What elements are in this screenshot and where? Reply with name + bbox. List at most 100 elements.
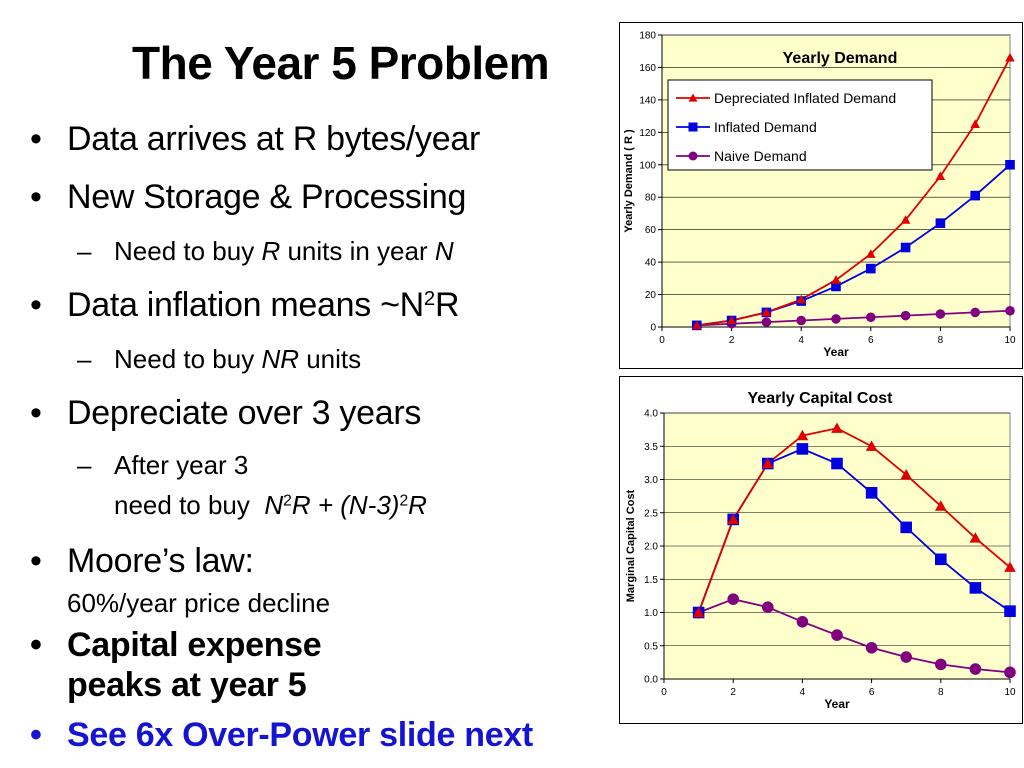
data-point <box>865 487 878 499</box>
y-tick-label: 160 <box>639 63 656 74</box>
data-point <box>726 315 737 325</box>
y-tick-label: 60 <box>645 225 657 236</box>
x-tick-label: 8 <box>938 687 944 698</box>
yearly-capital-cost-chart: 0.0 0.5 1.0 1.5 2.0 2.5 3.0 3.5 4.0 0 2 4 6 8 10 Year Ma… <box>619 376 1023 724</box>
y-tick-label: 20 <box>645 290 657 301</box>
legend-label: Depreciated Inflated Demand <box>714 90 896 106</box>
bullet-dot: • <box>30 286 42 324</box>
y-axis-label: Yearly Demand ( R ) <box>623 129 635 233</box>
data-point <box>865 641 878 654</box>
y-tick-label: 3.0 <box>644 475 658 486</box>
data-point <box>831 422 843 433</box>
y-tick-label: 180 <box>639 31 656 42</box>
data-point <box>796 294 806 304</box>
yearly-capital-cost-svg: 0.0 0.5 1.0 1.5 2.0 2.5 3.0 3.5 4.0 0 2 4 6 8 10 Year Ma… <box>625 390 1016 711</box>
data-point <box>900 242 911 253</box>
bullet-dot: • <box>30 542 42 580</box>
moores-law-detail: 60%/year price decline <box>67 588 331 618</box>
x-tick-label: 0 <box>659 335 665 346</box>
bullet-dash: – <box>77 236 92 266</box>
data-point <box>969 532 982 543</box>
x-tick-label: 10 <box>1004 335 1016 346</box>
data-point <box>831 629 843 641</box>
y-tick-label: 2.0 <box>644 542 658 553</box>
slide-title: The Year 5 Problem <box>132 37 550 89</box>
data-point <box>796 616 809 628</box>
bullet-dot: • <box>30 178 42 216</box>
y-tick-label: 2.5 <box>644 508 658 519</box>
data-point <box>1005 305 1015 316</box>
data-point <box>1004 605 1016 617</box>
legend-label: Naive Demand <box>714 148 807 164</box>
y-tick-label: 80 <box>645 193 657 204</box>
data-point <box>970 307 980 318</box>
data-point <box>866 249 876 258</box>
data-point <box>935 309 946 319</box>
data-point <box>692 320 702 330</box>
y-tick-label: 1.0 <box>644 608 658 619</box>
data-point <box>796 315 806 326</box>
yearly-demand-svg: 0 20 40 60 80 100 120 140 160 180 0 2 4 6 8 10 Year Yearl… <box>623 31 1016 360</box>
bullet-dash: – <box>77 450 92 480</box>
y-tick-label: 0.5 <box>644 641 658 652</box>
x-tick-label: 2 <box>729 335 735 346</box>
data-point <box>796 443 809 455</box>
x-tick-label: 4 <box>800 687 806 698</box>
chart-title: Yearly Demand <box>783 50 898 67</box>
bullet-dot: • <box>30 626 42 664</box>
x-tick-label: 2 <box>730 687 736 698</box>
data-point <box>761 307 772 317</box>
data-point <box>866 263 876 274</box>
legend-swatch-marker <box>688 93 698 102</box>
data-point <box>970 119 980 129</box>
data-point <box>796 429 809 441</box>
bullet-dot: • <box>30 394 42 432</box>
series-line <box>698 598 1011 674</box>
data-point <box>727 593 739 605</box>
data-point <box>900 651 912 663</box>
data-point <box>1004 666 1016 679</box>
data-point <box>761 317 772 327</box>
data-point <box>866 312 876 323</box>
data-point <box>900 215 911 224</box>
data-point <box>900 521 912 534</box>
data-point <box>1005 159 1015 170</box>
legend-swatch-marker <box>688 122 698 132</box>
legend-label: Inflated Demand <box>714 119 817 135</box>
bullet-dot: • <box>30 716 42 754</box>
legend-box <box>667 79 933 171</box>
y-tick-label: 40 <box>645 258 657 269</box>
data-point <box>1004 561 1016 572</box>
data-point <box>727 513 739 525</box>
yearly-demand-chart: 0 20 40 60 80 100 120 140 160 180 0 2 4 6 8 10 Year Yearl… <box>619 22 1023 369</box>
x-tick-label: 4 <box>798 335 804 346</box>
data-point <box>865 440 878 451</box>
data-point <box>762 601 774 613</box>
data-point <box>762 457 774 469</box>
y-tick-label: 0.0 <box>644 675 658 686</box>
chart-title: Yearly Capital Cost <box>748 390 894 407</box>
data-point <box>935 553 947 566</box>
legend-swatch-marker <box>688 151 698 161</box>
x-tick-label: 10 <box>1004 687 1016 698</box>
y-tick-label: 0 <box>650 323 656 334</box>
y-tick-label: 1.5 <box>644 575 658 586</box>
data-point <box>935 171 946 180</box>
y-tick-label: 4.0 <box>644 409 658 420</box>
y-tick-label: 100 <box>639 160 656 171</box>
data-point <box>831 457 843 470</box>
y-axis-label: Marginal Capital Cost <box>625 489 637 602</box>
data-point <box>900 310 911 321</box>
data-point <box>1005 52 1015 62</box>
bullet-dash: – <box>77 344 92 374</box>
x-axis-label: Year <box>823 345 849 359</box>
series-line <box>697 427 1011 613</box>
data-point <box>935 218 946 228</box>
data-point <box>900 469 912 480</box>
series-line <box>696 57 1011 327</box>
data-point <box>935 658 947 671</box>
x-tick-label: 8 <box>938 335 944 346</box>
data-point <box>692 606 705 618</box>
x-tick-label: 6 <box>869 687 875 698</box>
x-axis-label: Year <box>824 697 850 711</box>
